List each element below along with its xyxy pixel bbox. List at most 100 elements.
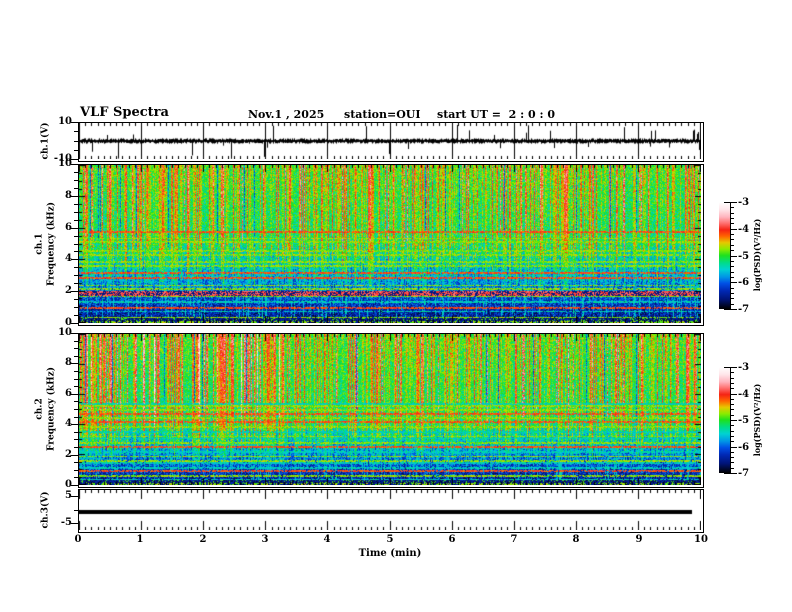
y-tick-label: 2 <box>65 449 72 460</box>
axis-tick <box>74 341 78 342</box>
x-tick-label: 3 <box>261 534 269 545</box>
x-tick-label: 10 <box>694 534 708 545</box>
axis-tick <box>724 202 731 203</box>
colorbar-tick-label: -5 <box>738 415 750 426</box>
axis-tick <box>731 223 734 224</box>
axis-tick <box>731 441 734 442</box>
axis-tick <box>74 204 78 205</box>
x-tick-label: 1 <box>136 534 144 545</box>
axis-tick <box>74 244 78 245</box>
x-tick-label: 8 <box>572 534 580 545</box>
axis-tick <box>730 367 731 474</box>
axis-tick <box>71 122 78 123</box>
axis-tick <box>731 239 734 240</box>
y-tick-label: 4 <box>65 418 72 429</box>
axis-tick <box>74 141 78 142</box>
axis-tick <box>74 401 78 402</box>
axis-tick <box>71 228 78 229</box>
start-ut-label: start UT = 2 : 0 : 0 <box>437 108 555 121</box>
axis-tick <box>724 367 731 368</box>
ch2-spectrogram-panel <box>78 333 704 488</box>
axis-tick <box>74 439 78 440</box>
axis-tick <box>731 234 734 235</box>
axis-tick <box>731 304 734 305</box>
axis-tick <box>74 267 78 268</box>
ch1-waveform-canvas <box>79 123 701 159</box>
colorbar-ch1-unit-label: log(PSD)(V²/Hz) <box>752 218 762 292</box>
y-tick-label: 6 <box>65 222 72 233</box>
ch1-spec-ylabel-frequency: Frequency (kHz) <box>46 201 57 287</box>
axis-tick <box>71 333 78 334</box>
axis-tick <box>731 409 734 410</box>
axis-tick <box>71 523 78 524</box>
colorbar-tick-label: -5 <box>738 251 750 262</box>
axis-tick <box>731 425 734 426</box>
station-label: station=OUI <box>344 108 421 121</box>
colorbar-tick-label: -6 <box>738 277 750 288</box>
axis-tick <box>731 457 734 458</box>
colorbar-tick-label: -3 <box>738 362 750 373</box>
axis-tick <box>71 485 78 486</box>
axis-tick <box>74 172 78 173</box>
y-tick-label: 10 <box>58 327 72 338</box>
y-tick-label: 10 <box>58 116 72 127</box>
axis-tick <box>71 363 78 364</box>
colorbar-tick-label: -6 <box>738 442 750 453</box>
ch1-spectrogram-panel <box>78 164 704 326</box>
axis-tick <box>731 394 737 395</box>
x-axis-title: Time (min) <box>358 548 422 559</box>
x-tick-label: 7 <box>510 534 518 545</box>
axis-tick <box>74 212 78 213</box>
axis-tick <box>731 473 737 474</box>
x-tick-label: 6 <box>448 534 456 545</box>
y-tick-label: -5 <box>60 517 72 528</box>
axis-tick <box>731 383 734 384</box>
axis-tick <box>731 468 734 469</box>
page-title: VLF Spectra <box>80 105 169 120</box>
axis-tick <box>731 372 734 373</box>
axis-tick <box>731 250 734 251</box>
y-tick-label: 2 <box>65 285 72 296</box>
axis-tick <box>731 431 734 432</box>
axis-tick <box>731 399 734 400</box>
axis-tick <box>74 510 78 511</box>
axis-tick <box>74 315 78 316</box>
axis-tick <box>731 245 734 246</box>
axis-tick <box>730 202 731 310</box>
axis-tick <box>74 251 78 252</box>
axis-tick <box>71 394 78 395</box>
y-tick-label: -10 <box>53 153 72 164</box>
x-tick-label: 4 <box>323 534 331 545</box>
axis-tick <box>74 409 78 410</box>
axis-tick <box>731 202 737 203</box>
axis-tick <box>731 367 737 368</box>
ch2-spec-ylabel-channel: ch.2 <box>34 398 45 420</box>
colorbar-ch2 <box>719 367 730 473</box>
axis-tick <box>731 298 734 299</box>
axis-tick <box>74 180 78 181</box>
axis-tick <box>74 462 78 463</box>
x-tick-label: 2 <box>199 534 207 545</box>
ch1-spectrogram-canvas <box>79 165 701 323</box>
axis-tick <box>74 150 78 151</box>
axis-tick <box>74 131 78 132</box>
y-tick-label: 10 <box>58 158 72 169</box>
colorbar-tick-label: -3 <box>738 197 750 208</box>
axis-tick <box>71 291 78 292</box>
y-tick-label: 5 <box>65 490 72 501</box>
axis-tick <box>731 309 737 310</box>
ch2-spec-ylabel-frequency: Frequency (kHz) <box>46 366 57 452</box>
axis-tick <box>731 282 737 283</box>
axis-tick <box>71 496 78 497</box>
y-tick-label: 6 <box>65 388 72 399</box>
axis-tick <box>731 378 734 379</box>
axis-tick <box>731 207 734 208</box>
axis-tick <box>731 229 737 230</box>
axis-tick <box>731 218 734 219</box>
ch3-waveform-canvas <box>79 490 701 530</box>
axis-tick <box>731 415 734 416</box>
y-tick-label: 4 <box>65 253 72 264</box>
axis-tick <box>71 196 78 197</box>
axis-tick <box>71 159 78 160</box>
